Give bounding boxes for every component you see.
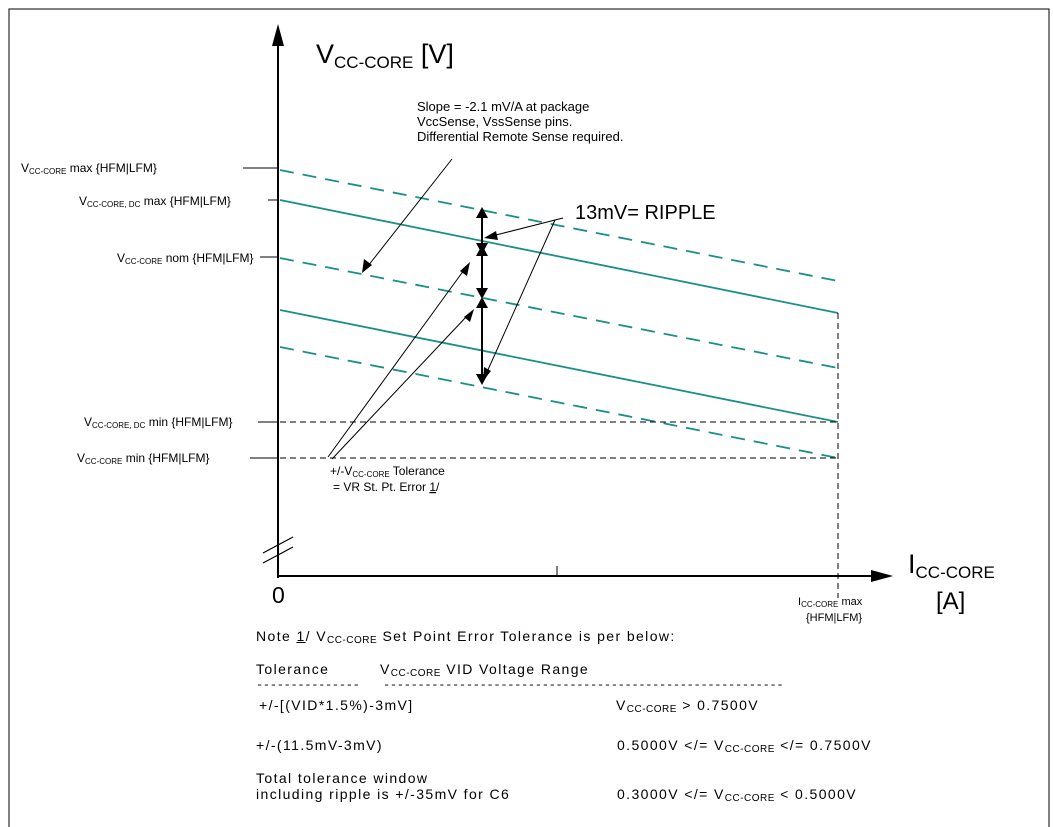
vcc-max-line (279, 169, 839, 282)
table-row-3-tolerance: including ripple is +/-35mV for C6 (256, 786, 511, 802)
table-row-1-tolerance: +/-[(VID*1.5%)-3mV] (259, 697, 414, 713)
y-axis-label: VCC-CORE [V] (316, 39, 454, 72)
icc-max-label: ICC-CORE max (798, 596, 863, 609)
y-label-vcc-min: VCC-CORE min {HFM|LFM} (77, 451, 210, 466)
ripple-pointer-2 (486, 219, 556, 373)
table-row-2-tolerance: +/-(11.5mV-3mV) (256, 737, 383, 753)
y-label-vcc-dc-max: VCC-CORE, DC max {HFM|LFM} (79, 194, 231, 209)
axis-break-mark-1 (262, 536, 294, 554)
load-lines (279, 169, 839, 459)
table-divider-2: ----------------------------------------… (383, 678, 784, 692)
origin-label: 0 (272, 582, 285, 608)
tolerance-pointer-2-head (464, 309, 474, 322)
table-row-3-range: 0.3000V </= VCC-CORE < 0.5000V (617, 786, 858, 804)
table-header-tolerance: Tolerance (256, 661, 330, 677)
vcc-dc-max-line (279, 199, 839, 314)
y-label-vcc-max: VCC-CORE max {HFM|LFM} (21, 161, 157, 176)
table-row-2-range: 0.5000V </= VCC-CORE </= 0.7500V (617, 737, 872, 755)
ripple-arrows (476, 207, 488, 385)
y-label-vcc-nom: VCC-CORE nom {HFM|LFM} (117, 251, 254, 266)
tolerance-pointer-2 (331, 315, 468, 460)
y-axis-arrowhead (272, 24, 284, 46)
vcc-dc-min-line (279, 309, 839, 423)
slope-note-line1: Slope = -2.1 mV/A at package (417, 99, 589, 114)
page-border (8, 8, 1050, 827)
tolerance-note-heading: Note 1/ VCC-CORE Set Point Error Toleran… (256, 628, 676, 646)
tolerance-pointer-1-head (460, 262, 470, 276)
table-header-range: VCC-CORE VID Voltage Range (380, 661, 590, 679)
table-row-1-range: VCC-CORE > 0.7500V (616, 697, 760, 715)
tolerance-pointer-1 (327, 269, 465, 458)
ripple-label: 13mV= RIPPLE (575, 202, 716, 224)
table-divider-1: --------------- (256, 678, 360, 692)
y-label-vcc-dc-min: VCC-CORE, DC min {HFM|LFM} (84, 415, 233, 430)
tolerance-note-line2: = VR St. Pt. Error 1/ (333, 480, 440, 494)
slope-note-line3: Differential Remote Sense required. (417, 129, 623, 144)
slope-pointer (367, 158, 453, 267)
slope-note-line2: VccSense, VssSense pins. (417, 114, 572, 129)
ripple-pointer-1-head (484, 231, 498, 240)
slope-pointer-head (362, 259, 372, 273)
vcc-nom-line (279, 257, 839, 369)
ripple-pointer-1 (491, 217, 564, 237)
x-axis-arrowhead (871, 570, 893, 582)
vcc-min-line (279, 346, 839, 459)
y-label-leaders (243, 167, 278, 459)
table-row-3-tolerance-line1: Total tolerance window (256, 770, 429, 786)
x-axis-unit: [A] (936, 588, 965, 615)
icc-max-label-line2: {HFM|LFM} (806, 612, 862, 624)
tolerance-note-line1: +/-VCC-CORE Tolerance (330, 464, 445, 479)
x-axis-label: ICC-CORE (908, 549, 995, 582)
axis-break-mark-2 (262, 546, 294, 564)
